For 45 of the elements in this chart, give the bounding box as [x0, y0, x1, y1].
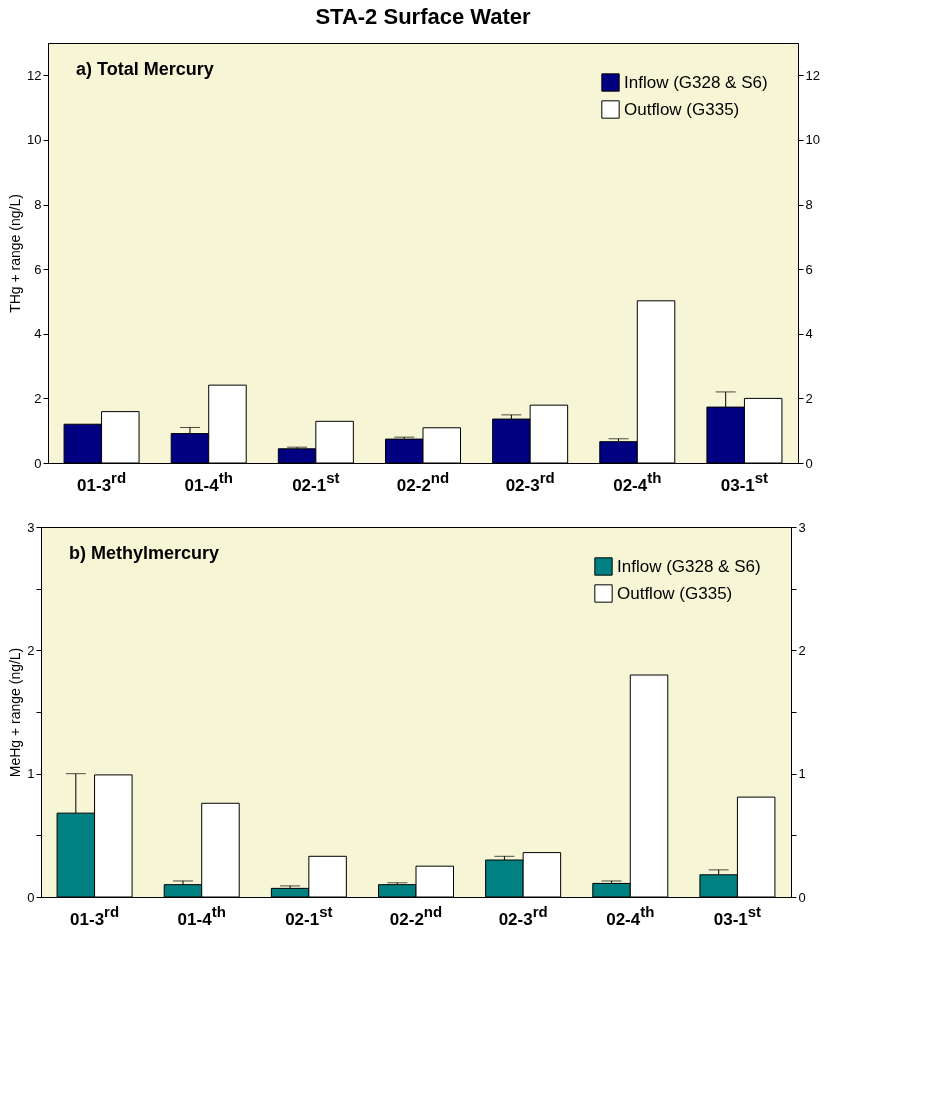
x-tick-label: 03-1$^{st}$	[713, 902, 762, 929]
x-tick-label: 01-4$^{th}$	[177, 902, 226, 929]
x-tick-label: 02-4$^{th}$	[606, 902, 655, 929]
y2-tick-label: 1	[798, 766, 806, 782]
y2-tick-label: 3	[798, 519, 806, 535]
y-tick-label: 8	[34, 197, 42, 213]
y2-tick-label: 10	[805, 132, 820, 148]
legend-label: Outflow (G335)	[624, 99, 740, 119]
y-tick-label: 3	[27, 519, 35, 535]
y2-tick-label: 8	[805, 197, 813, 213]
y-axis-title: THg + range (ng/L)	[7, 194, 24, 313]
annotation: b) Methylmercury	[69, 543, 220, 563]
y-tick-label: 1	[27, 766, 35, 782]
x-tick-label: 01-3$^{rd}$	[77, 468, 127, 495]
annotation: a) Total Mercury	[76, 59, 214, 79]
legend-label: Inflow (G328 & S6)	[617, 556, 761, 576]
y-tick-label: 6	[34, 261, 42, 277]
y2-tick-label: 2	[805, 390, 813, 406]
y2-tick-label: 4	[805, 326, 813, 342]
x-tick-label: 02-2$^{nd}$	[396, 468, 450, 495]
legend-label: Outflow (G335)	[617, 583, 733, 603]
y-tick-label: 12	[27, 67, 42, 83]
y-tick-label: 4	[34, 326, 42, 342]
y-tick-label: 0	[34, 455, 42, 471]
x-tick-label: 02-1$^{st}$	[285, 902, 333, 929]
y-tick-label: 2	[34, 390, 42, 406]
x-tick-label: 01-4$^{th}$	[184, 468, 233, 495]
chart-title: STA-2 Surface Water	[315, 4, 532, 29]
legend-label: Inflow (G328 & S6)	[624, 72, 768, 92]
x-tick-label: 01-3$^{rd}$	[70, 902, 120, 929]
y2-tick-label: 0	[798, 889, 806, 905]
x-tick-label: 03-1$^{st}$	[720, 468, 769, 495]
x-tick-label: 02-1$^{st}$	[292, 468, 340, 495]
y-tick-label: 2	[27, 642, 35, 658]
x-tick-label: 02-3$^{rd}$	[505, 468, 555, 495]
x-tick-label: 02-3$^{rd}$	[498, 902, 548, 929]
x-tick-label: 02-2$^{nd}$	[389, 902, 443, 929]
x-tick-label: 02-4$^{th}$	[613, 468, 662, 495]
y-axis-title: MeHg + range (ng/L)	[7, 647, 24, 778]
y-tick-label: 0	[27, 889, 35, 905]
y2-tick-label: 6	[805, 261, 813, 277]
y-tick-label: 10	[27, 132, 42, 148]
y2-tick-label: 0	[805, 455, 813, 471]
y2-tick-label: 2	[798, 642, 806, 658]
y2-tick-label: 12	[805, 67, 820, 83]
